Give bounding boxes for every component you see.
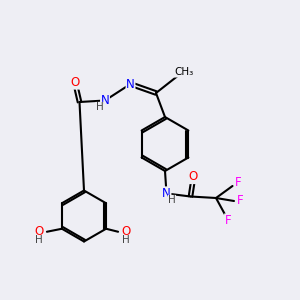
- Text: O: O: [122, 225, 131, 238]
- Text: N: N: [162, 187, 171, 200]
- Text: H: H: [34, 235, 42, 245]
- Text: O: O: [189, 170, 198, 184]
- Text: F: F: [237, 194, 244, 208]
- Text: H: H: [122, 235, 130, 245]
- Text: F: F: [225, 214, 231, 227]
- Text: N: N: [100, 94, 109, 107]
- Text: N: N: [126, 77, 135, 91]
- Text: H: H: [168, 195, 176, 205]
- Text: H: H: [96, 102, 104, 112]
- Text: F: F: [235, 176, 242, 190]
- Text: CH₃: CH₃: [174, 67, 193, 77]
- Text: O: O: [34, 225, 43, 238]
- Text: O: O: [70, 76, 80, 89]
